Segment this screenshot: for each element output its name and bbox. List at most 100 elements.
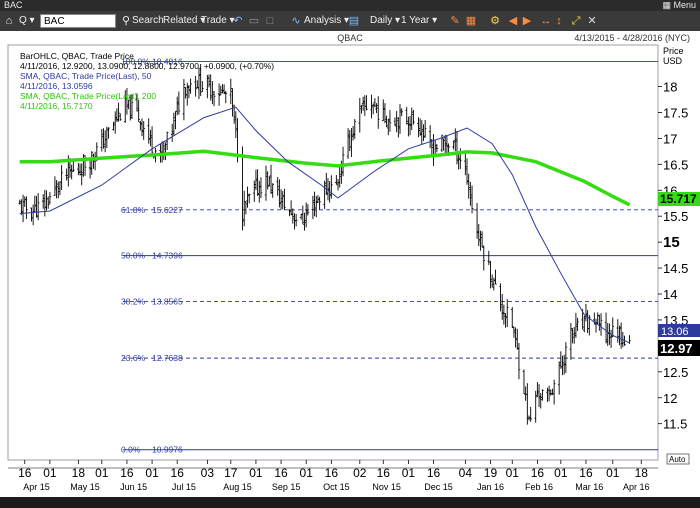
search-icon[interactable]: ⚲: [121, 15, 131, 27]
scroll-left-icon[interactable]: ◀: [508, 15, 518, 27]
x-tick-label: 18: [635, 466, 649, 480]
sma50-line: [19, 106, 630, 344]
fullscreen-icon[interactable]: ⤢: [571, 15, 581, 27]
interval-dropdown[interactable]: Daily ▾: [370, 15, 401, 26]
x-tick-label: 16: [531, 466, 545, 480]
expand-icon[interactable]: ↕: [556, 15, 562, 27]
toolbar: ⌂ Q ▾ BAC ⚲ Search Related ▾ Trade ▾ ↶ ▭…: [0, 11, 700, 31]
fib-price-label: 13.8565: [152, 296, 183, 306]
y-tick-label: 12.5: [663, 365, 688, 380]
x-tick-label: 16: [579, 466, 593, 480]
legend-sma50-value: 4/11/2016, 13.0596: [20, 81, 93, 91]
zoom-icon[interactable]: ▦: [465, 15, 477, 27]
price-tag-last: 12.97: [658, 340, 700, 356]
x-month-label: Jul 15: [172, 482, 196, 492]
fib-price-label: 18.4816: [152, 57, 183, 67]
x-tick-label: 01: [249, 466, 263, 480]
auto-scale-label: Auto: [669, 455, 686, 464]
legend-sma50-title: SMA, QBAC, Trade Price(Last), 50: [20, 71, 152, 81]
x-month-label: Aug 15: [223, 482, 252, 492]
x-month-label: Apr 15: [23, 482, 50, 492]
legend-ohlc-title: BarOHLC, QBAC, Trade Price: [20, 51, 134, 61]
x-tick-label: 17: [224, 466, 238, 480]
fib-price-label: 10.9976: [152, 445, 183, 455]
y-tick-label: 14: [663, 287, 677, 302]
analysis-icon[interactable]: ∿: [291, 15, 301, 27]
compress-icon[interactable]: ↔: [540, 15, 552, 27]
x-tick-label: 01: [606, 466, 620, 480]
y-tick-label: 16.5: [663, 157, 688, 172]
undo-icon[interactable]: ↶: [233, 15, 243, 27]
x-tick-label: 18: [72, 466, 86, 480]
legend-sma200-value: 4/11/2016, 15.7170: [20, 101, 93, 111]
x-month-label: Sep 15: [272, 482, 301, 492]
x-tick-label: 01: [95, 466, 109, 480]
quote-dropdown[interactable]: Q ▾: [19, 15, 35, 26]
x-month-label: Oct 15: [323, 482, 350, 492]
legend-ohlc-values: 4/11/2016, 12.9200, 13.0900, 12.8800, 12…: [20, 61, 274, 71]
x-tick-label: 01: [43, 466, 57, 480]
x-tick-label: 01: [300, 466, 314, 480]
menu-button[interactable]: ▦ Menu: [662, 0, 696, 10]
fib-price-label: 12.7638: [152, 353, 183, 363]
x-tick-label: 02: [353, 466, 367, 480]
x-tick-label: 01: [554, 466, 568, 480]
x-tick-label: 16: [274, 466, 288, 480]
range-dropdown[interactable]: 1 Year ▾: [401, 15, 438, 26]
home-icon[interactable]: ⌂: [5, 15, 13, 27]
trade-label: Trade: [201, 15, 227, 26]
chart-symbol: QBAC: [337, 33, 363, 43]
fib-pct-label: 100.0%: [121, 57, 150, 67]
related-button[interactable]: Related ▾: [163, 15, 206, 26]
x-tick-label: 16: [325, 466, 339, 480]
window-title: BAC: [4, 0, 23, 10]
x-tick-label: 03: [201, 466, 215, 480]
play-icon[interactable]: ▶: [522, 15, 532, 27]
search-button[interactable]: Search: [132, 15, 164, 26]
price-axis-currency: USD: [663, 56, 683, 66]
bars-icon[interactable]: ▤: [348, 15, 360, 27]
analysis-label: Analysis: [304, 15, 342, 26]
range-label: 1 Year: [401, 15, 430, 26]
status-bar: [0, 497, 700, 508]
x-tick-label: 16: [377, 466, 391, 480]
x-month-label: Feb 16: [525, 482, 553, 492]
x-month-label: Apr 16: [623, 482, 650, 492]
x-month-label: Jun 15: [120, 482, 147, 492]
chart-legend: BarOHLC, QBAC, Trade Price 4/11/2016, 12…: [20, 51, 274, 111]
fib-pct-label: 0.0%: [121, 445, 141, 455]
close-icon[interactable]: ✕: [587, 15, 597, 27]
settings-icon[interactable]: ⚙: [490, 15, 500, 27]
x-tick-label: 01: [145, 466, 159, 480]
price-tag-sma200: 15.717: [658, 192, 700, 206]
x-month-label: Jan 16: [477, 482, 504, 492]
y-tick-label: 17.5: [663, 105, 688, 120]
fib-price-label: 14.7396: [152, 251, 183, 261]
x-tick-label: 16: [18, 466, 32, 480]
price-chart: 100.0% 18.4816 61.8% 15.6227 50.0% 14.7396 38.…: [0, 31, 700, 497]
analysis-button[interactable]: Analysis ▾: [304, 15, 350, 26]
price-tag-sma50-text: 13.06: [661, 326, 689, 338]
x-tick-label: 16: [171, 466, 185, 480]
fib-pct-label: 50.0%: [121, 251, 146, 261]
y-tick-label: 17: [663, 131, 677, 146]
chart-area[interactable]: 100.0% 18.4816 61.8% 15.6227 50.0% 14.7396 38.…: [0, 31, 700, 497]
fib-pct-label: 38.2%: [121, 296, 146, 306]
folder-icon[interactable]: ▭: [248, 15, 260, 27]
symbol-input[interactable]: BAC: [40, 14, 116, 28]
y-tick-label: 12: [663, 391, 677, 406]
sma200-line: [19, 149, 631, 207]
trade-button[interactable]: Trade ▾: [201, 15, 235, 26]
x-tick-label: 19: [484, 466, 498, 480]
draw-icon[interactable]: ✎: [450, 15, 460, 27]
chart-type-icon[interactable]: □: [266, 15, 274, 27]
x-month-label: Dec 15: [424, 482, 453, 492]
y-tick-label: 18: [663, 80, 677, 95]
auto-scale-button[interactable]: Auto: [666, 453, 690, 465]
price-tag-sma50: 13.06: [658, 324, 700, 338]
window-titlebar: BAC ▦ Menu: [0, 0, 700, 11]
price-axis-title: Price: [663, 46, 684, 56]
menu-label: Menu: [673, 0, 696, 10]
related-label: Related: [163, 15, 198, 26]
price-tag-sma200-text: 15.717: [660, 192, 697, 206]
